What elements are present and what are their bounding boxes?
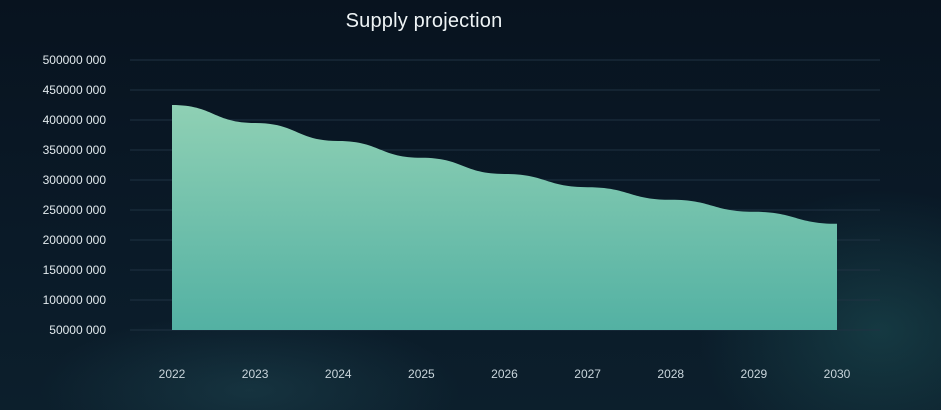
x-tick-label: 2022 bbox=[159, 367, 186, 381]
y-tick-label: 50000 000 bbox=[49, 323, 106, 337]
x-tick-label: 2024 bbox=[325, 367, 352, 381]
y-tick-label: 300000 000 bbox=[43, 173, 107, 187]
area-series bbox=[172, 105, 837, 330]
y-tick-label: 200000 000 bbox=[43, 233, 107, 247]
x-tick-label: 2030 bbox=[824, 367, 851, 381]
y-tick-label: 150000 000 bbox=[43, 263, 107, 277]
y-tick-label: 450000 000 bbox=[43, 83, 107, 97]
y-tick-label: 500000 000 bbox=[43, 53, 107, 67]
y-tick-label: 100000 000 bbox=[43, 293, 107, 307]
x-tick-label: 2023 bbox=[242, 367, 269, 381]
x-tick-label: 2029 bbox=[741, 367, 768, 381]
x-tick-label: 2026 bbox=[491, 367, 518, 381]
y-tick-label: 400000 000 bbox=[43, 113, 107, 127]
y-tick-label: 350000 000 bbox=[43, 143, 107, 157]
x-tick-label: 2028 bbox=[657, 367, 684, 381]
y-tick-label: 250000 000 bbox=[43, 203, 107, 217]
chart-title: Supply projection bbox=[345, 10, 503, 32]
x-tick-label: 2027 bbox=[574, 367, 601, 381]
x-tick-label: 2025 bbox=[408, 367, 435, 381]
